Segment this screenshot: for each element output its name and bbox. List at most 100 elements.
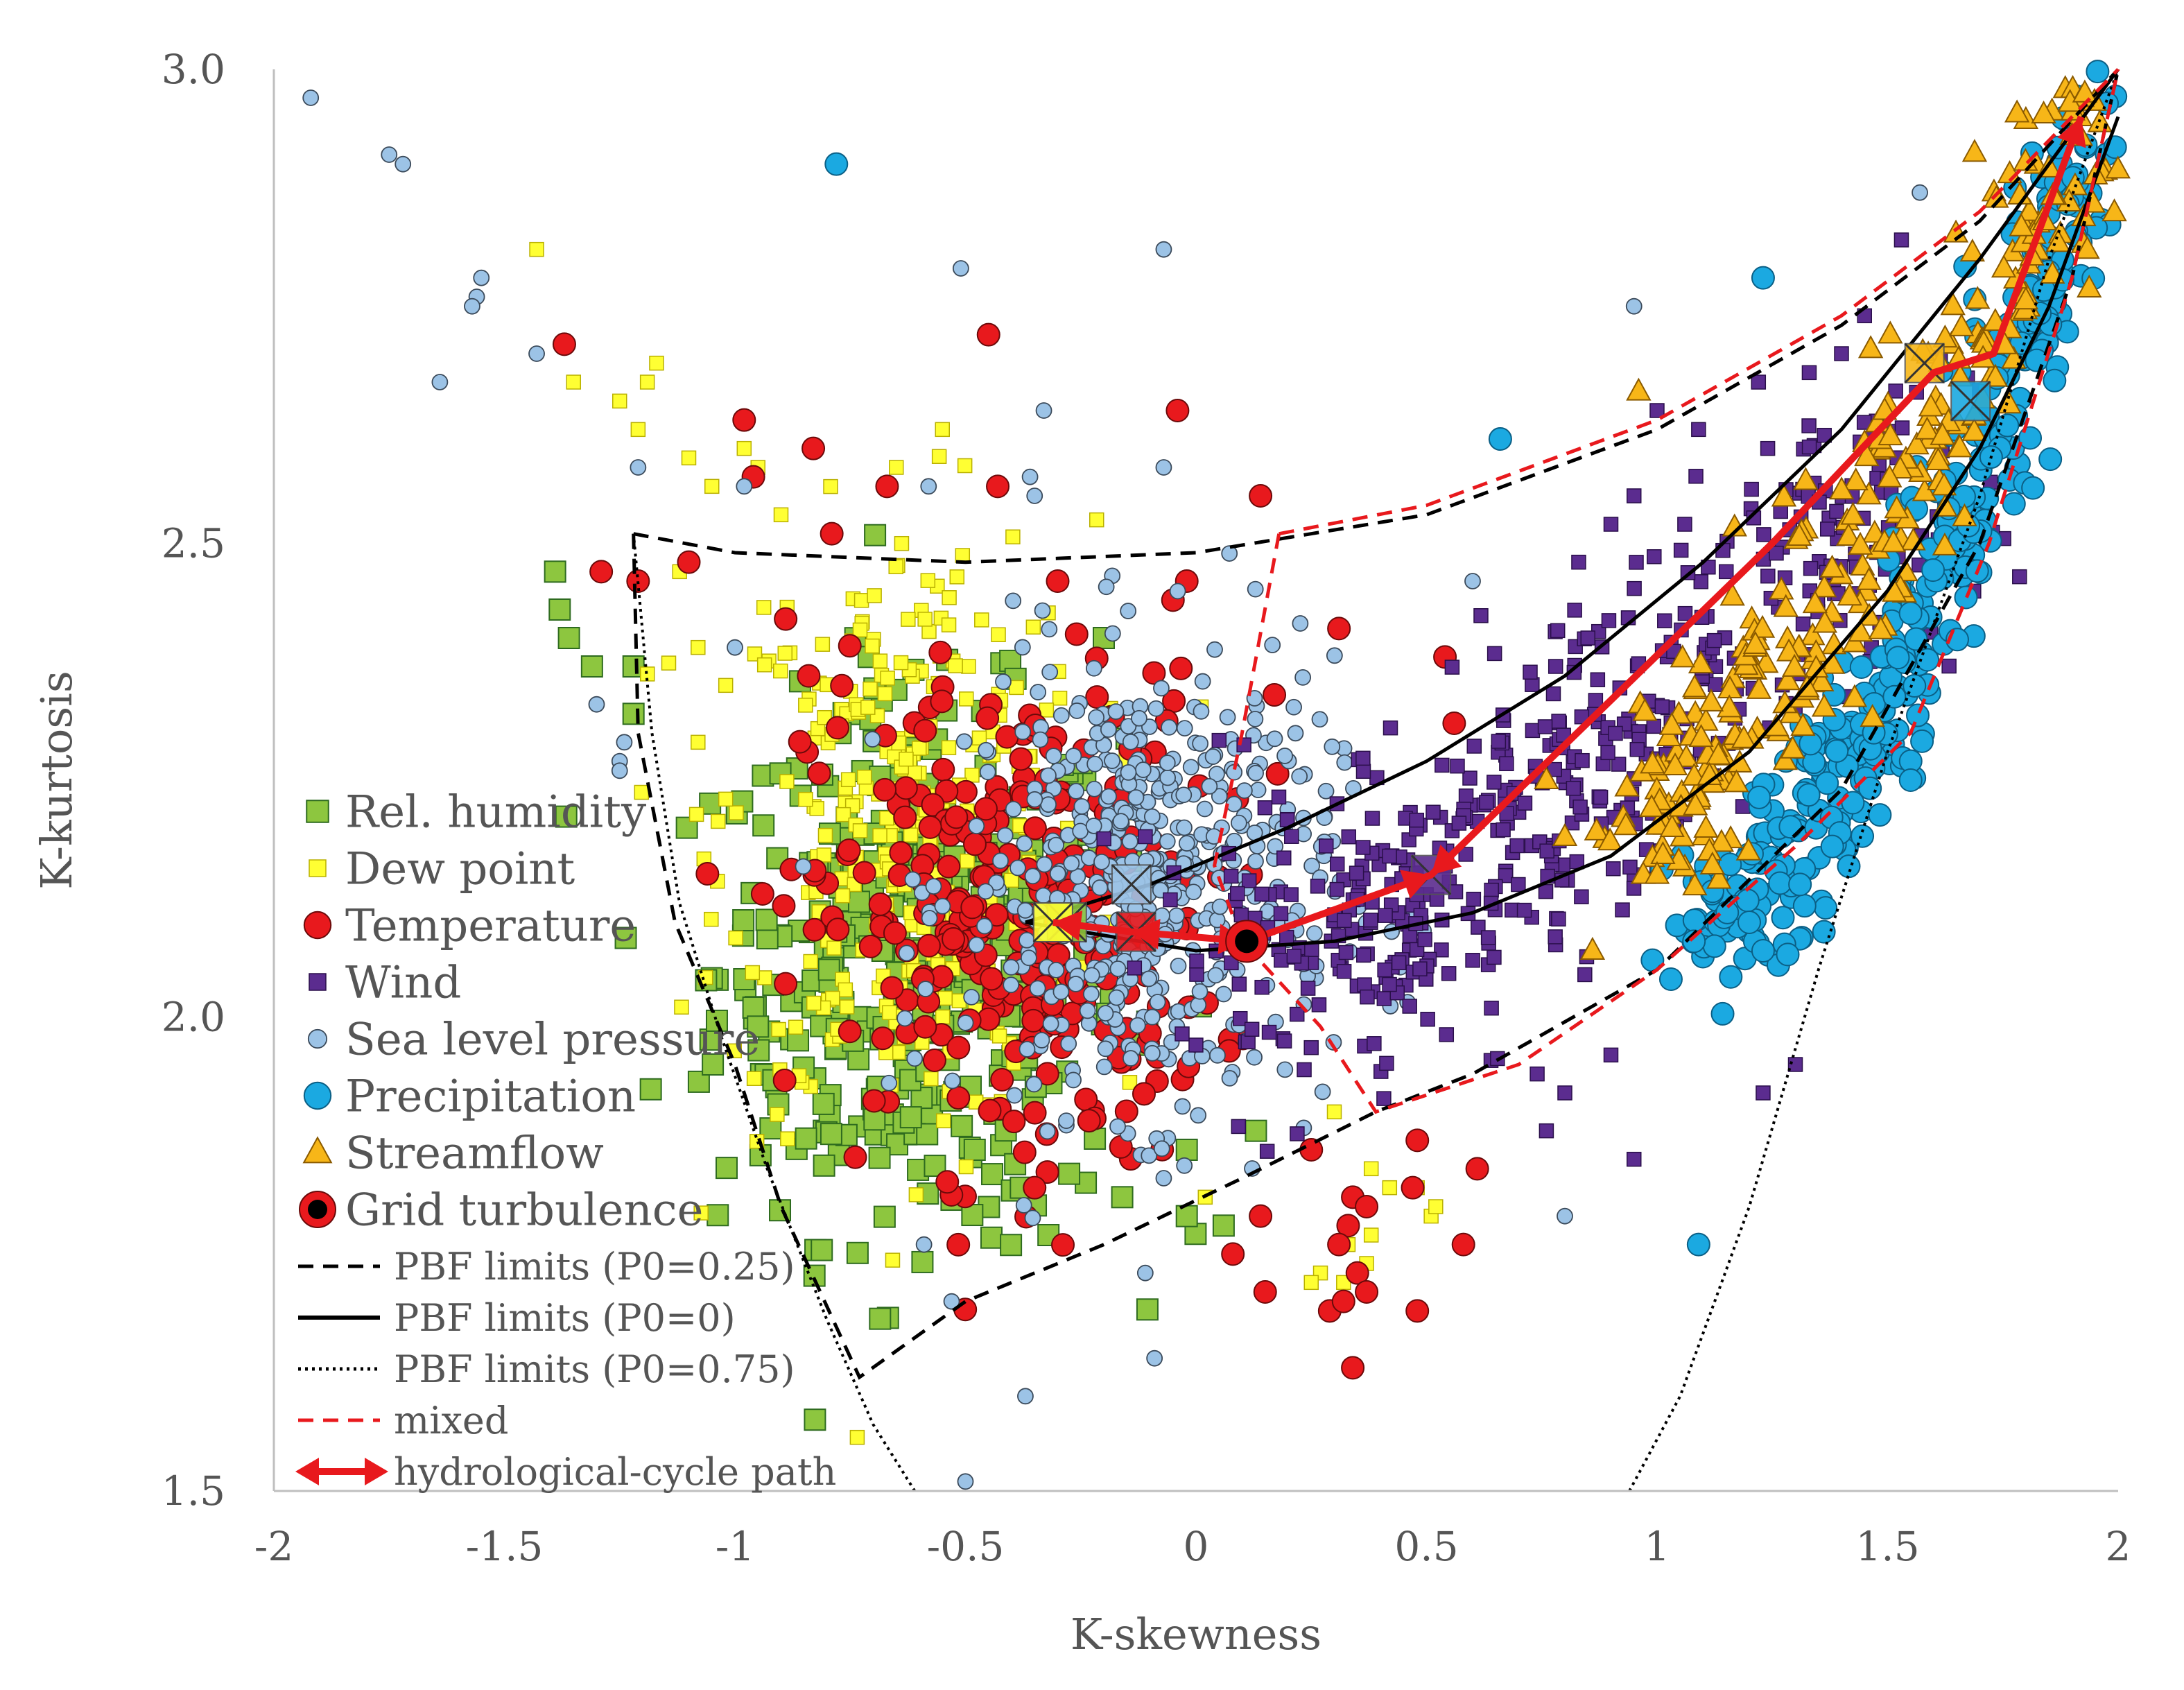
scatter-point	[847, 1048, 870, 1071]
scatter-point	[1003, 958, 1020, 976]
scatter-point	[1796, 783, 1821, 807]
scatter-point	[1451, 1232, 1475, 1257]
scatter-point	[1108, 989, 1125, 1006]
scatter-point	[1773, 594, 1799, 617]
legend-arrow-head-right	[365, 1458, 388, 1485]
scatter-point	[964, 768, 980, 783]
scatter-point	[1058, 1162, 1081, 1185]
scatter-point	[976, 917, 993, 935]
scatter-point	[1176, 1157, 1193, 1174]
scatter-point	[995, 725, 1019, 749]
scatter-point	[817, 827, 833, 843]
scatter-point	[1941, 658, 1957, 674]
scatter-point	[1837, 854, 1861, 879]
x-tick-label: -2	[254, 1523, 294, 1570]
scatter-point	[944, 805, 969, 829]
scatter-point	[1379, 1055, 1394, 1071]
scatter-point	[1382, 976, 1397, 992]
line-pbf-limits-p0-0-25-1	[633, 68, 2120, 564]
line-mixed-1	[1279, 68, 2120, 536]
scatter-point	[942, 590, 957, 605]
scatter-point	[904, 871, 921, 888]
scatter-point	[1026, 488, 1043, 504]
scatter-point	[1548, 659, 1563, 674]
scatter-point	[1932, 532, 1958, 555]
x-tick-label: -0.5	[927, 1523, 1005, 1570]
scatter-point	[1095, 1058, 1113, 1076]
scatter-point	[1175, 1205, 1198, 1227]
scatter-point	[856, 769, 872, 785]
scatter-point	[729, 805, 744, 820]
scatter-point	[1706, 741, 1731, 765]
scatter-point	[1211, 898, 1229, 915]
scatter-point	[1168, 907, 1185, 924]
scatter-point	[1673, 743, 1699, 767]
scatter-point	[1593, 789, 1609, 805]
scatter-point	[1329, 881, 1345, 897]
scatter-point	[1189, 954, 1204, 969]
scatter-point	[809, 801, 824, 816]
scatter-point	[756, 600, 772, 615]
scatter-point	[1091, 879, 1109, 896]
scatter-point	[1868, 803, 1892, 827]
scatter-point	[1837, 583, 1863, 606]
scatter-point	[718, 678, 734, 693]
scatter-point	[1991, 255, 2017, 278]
scatter-point	[1283, 887, 1299, 902]
scatter-point	[795, 858, 812, 875]
scatter-point	[771, 1021, 786, 1037]
scatter-point	[1505, 902, 1520, 918]
scatter-point	[1285, 698, 1302, 716]
scatter-point	[1545, 686, 1561, 702]
scatter-point	[756, 657, 772, 673]
scatter-point	[1341, 829, 1357, 845]
scatter-point	[736, 440, 752, 456]
scatter-point	[1311, 711, 1328, 728]
scatter-point	[1698, 688, 1724, 712]
scatter-point	[588, 696, 605, 713]
scatter-point	[1292, 615, 1309, 632]
scatter-point	[1136, 1298, 1159, 1321]
scatter-point	[838, 634, 862, 658]
scatter-point	[1337, 913, 1352, 929]
scatter-point	[1032, 731, 1049, 748]
scatter-point	[1086, 755, 1104, 773]
legend-item-pbf-limits-p0-0: PBF limits (P0=0)	[298, 1296, 736, 1340]
scatter-point	[1064, 622, 1089, 646]
scatter-point	[1041, 664, 1059, 681]
scatter-point	[774, 607, 798, 631]
scatter-point	[566, 374, 581, 390]
scatter-point	[1776, 942, 1800, 967]
scatter-point	[948, 658, 963, 673]
scatter-point	[1336, 1214, 1360, 1238]
scatter-point	[1185, 883, 1202, 901]
scatter-point	[1491, 734, 1507, 749]
scatter-point	[1434, 942, 1449, 958]
scatter-point	[1364, 811, 1380, 826]
scatter-point	[1040, 767, 1057, 784]
scatter-point	[1606, 861, 1621, 877]
scatter-point	[707, 1204, 729, 1227]
scatter-point	[1041, 621, 1058, 638]
scatter-point	[1499, 806, 1514, 821]
scatter-point	[1190, 997, 1207, 1014]
scatter-point	[1802, 590, 1828, 614]
scatter-point	[1914, 416, 1940, 440]
scatter-point	[1303, 1275, 1319, 1291]
scatter-point	[1134, 761, 1152, 778]
scatter-point	[1033, 1032, 1050, 1049]
scatter-point	[1127, 789, 1145, 806]
scatter-point	[772, 1068, 797, 1092]
scatter-point	[1466, 891, 1482, 907]
scatter-point	[1006, 1087, 1023, 1104]
scatter-point	[1169, 656, 1193, 680]
scatter-point	[1257, 800, 1273, 816]
scatter-point	[1331, 1289, 1355, 1313]
scatter-point	[843, 1145, 867, 1169]
scatter-point	[1247, 764, 1265, 782]
scatter-point	[996, 827, 1014, 844]
scatter-point	[1111, 1186, 1134, 1209]
scatter-point	[1221, 1069, 1238, 1087]
scatter-point	[913, 1015, 937, 1039]
